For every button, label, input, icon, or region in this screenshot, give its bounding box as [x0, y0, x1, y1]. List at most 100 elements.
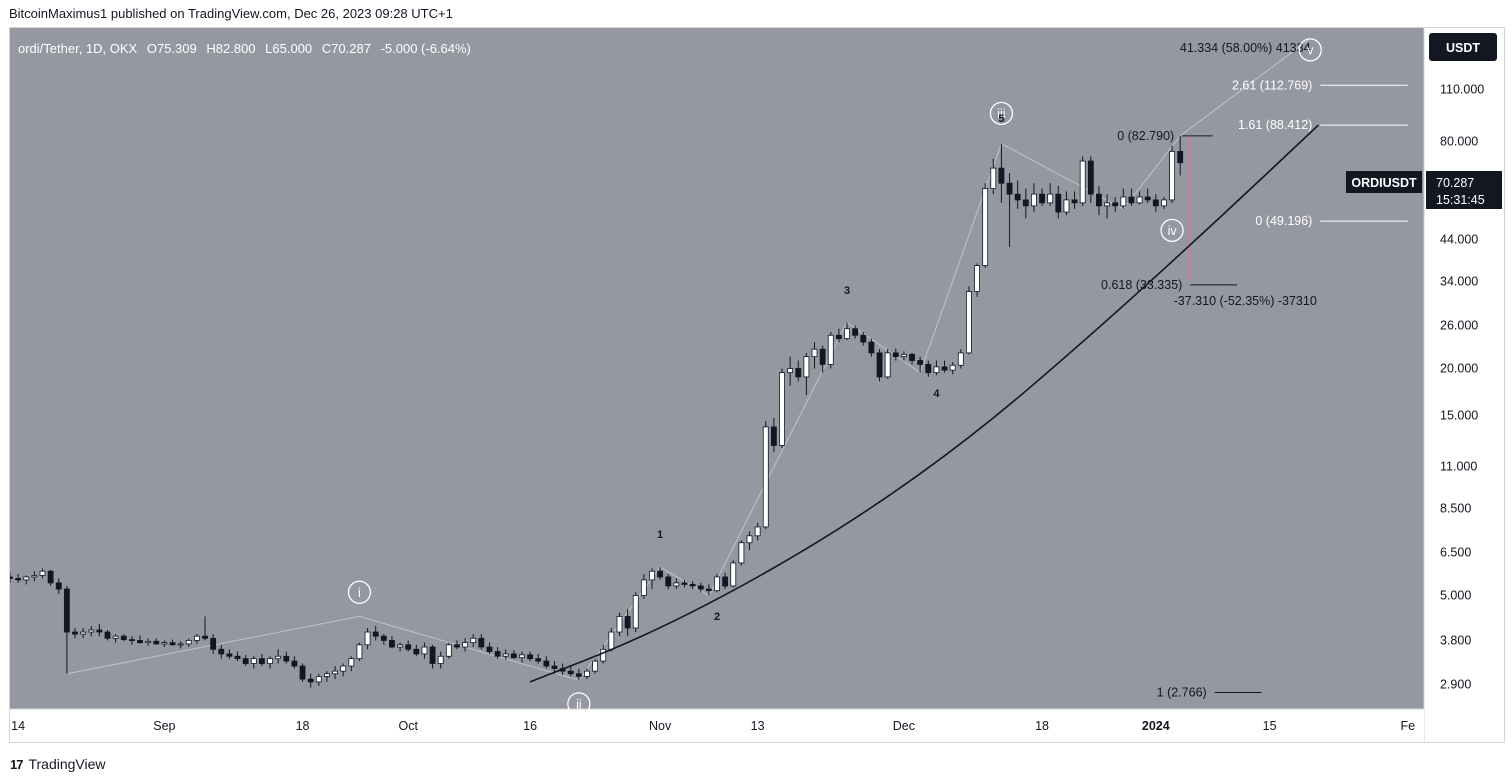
candle-body — [673, 582, 680, 587]
candle-body — [185, 640, 192, 645]
candle — [632, 592, 639, 633]
candle-body — [234, 655, 241, 660]
candle — [1161, 197, 1167, 209]
candle — [437, 651, 444, 669]
tradingview-logo-text: TradingView — [28, 756, 106, 772]
candle-body — [624, 616, 631, 629]
wave-degree-circle — [1160, 218, 1184, 242]
candle-body — [616, 616, 623, 633]
fib-level-label: 0.618 (33.335) — [1101, 278, 1182, 292]
candle-body — [88, 629, 95, 633]
fib-level-label: 0 (49.196) — [1255, 214, 1312, 228]
candle-body — [445, 644, 452, 657]
wave-count-label: 4 — [933, 388, 940, 400]
candle — [226, 649, 233, 659]
candle — [510, 650, 517, 659]
candle — [640, 574, 647, 599]
y-tick-label: 8.500 — [1440, 502, 1471, 516]
candle — [835, 328, 842, 343]
candle-body — [705, 588, 712, 592]
candle-body — [770, 426, 777, 446]
tradingview-logo[interactable]: 17 TradingView — [10, 756, 106, 772]
candle — [803, 352, 810, 396]
candle-body — [454, 644, 460, 648]
candle — [112, 634, 119, 643]
open-value: 75.309 — [157, 41, 197, 56]
candle — [844, 322, 850, 341]
chart-svg[interactable]: 2.61 (112.769) 1.61 (88.412) 0 (49.196) 0 (… — [10, 28, 1504, 742]
candle — [957, 349, 964, 369]
candle — [283, 651, 290, 664]
candle — [600, 644, 607, 664]
chart-pane[interactable] — [10, 28, 1424, 709]
candle — [1096, 185, 1102, 216]
candle — [941, 360, 948, 373]
candle-body — [372, 631, 379, 637]
candle — [1152, 194, 1159, 213]
open-label: O — [147, 41, 157, 56]
candle-body — [1071, 199, 1078, 204]
x-tick-label: 13 — [751, 719, 765, 733]
candle-body — [730, 562, 737, 587]
price-axis-panel[interactable] — [1424, 28, 1504, 742]
candle-body — [55, 582, 62, 590]
candle — [827, 331, 834, 369]
candle-body — [128, 639, 135, 641]
candle — [413, 644, 420, 657]
candle-body — [470, 637, 477, 644]
candle-body — [218, 648, 225, 655]
candle — [860, 331, 867, 346]
candle-body — [949, 364, 956, 371]
ohlc-legend[interactable]: ordi/Tether, 1D, OKX O75.309 H82.800 L65… — [18, 41, 471, 56]
candle — [332, 666, 338, 680]
candle-body — [112, 635, 119, 639]
wave-degree-label: iv — [1168, 224, 1178, 238]
wave-degree-label: iii — [997, 107, 1005, 121]
candle-body — [584, 670, 590, 677]
candle — [673, 578, 680, 590]
candle — [876, 349, 883, 382]
change-value: -5.000 (-6.64%) — [381, 41, 471, 56]
currency-badge[interactable] — [1429, 33, 1497, 61]
candle — [185, 638, 192, 648]
candle-body — [429, 646, 436, 664]
candle — [234, 651, 241, 662]
candle-body — [1063, 199, 1070, 213]
candle — [177, 641, 184, 649]
candle — [55, 578, 62, 594]
candle — [982, 183, 989, 268]
candle-body — [811, 348, 818, 358]
candle — [770, 417, 777, 453]
candle-body — [283, 655, 290, 662]
candle — [405, 640, 412, 652]
support-trendline — [529, 124, 1319, 683]
candle-body — [1079, 160, 1086, 204]
candle-body — [892, 352, 899, 358]
candle-body — [462, 642, 468, 648]
candle-body — [1161, 199, 1167, 207]
candle — [762, 421, 769, 530]
candle-body — [1031, 193, 1037, 207]
candle-body — [519, 654, 525, 659]
wave-count-label: 5 — [998, 113, 1004, 125]
time-axis-panel[interactable] — [10, 709, 1424, 742]
tradingview-logo-icon: 17 — [10, 756, 24, 772]
low-value: 65.000 — [272, 41, 312, 56]
candle-body — [510, 653, 517, 659]
wave-count-label: 2 — [714, 611, 720, 623]
candle — [722, 572, 729, 590]
candle — [1087, 156, 1094, 203]
candle-body — [527, 654, 534, 660]
candle-body — [567, 670, 574, 675]
y-tick-label: 15.000 — [1440, 409, 1478, 423]
candle — [454, 640, 460, 650]
candle — [210, 634, 217, 654]
candle — [754, 522, 761, 541]
candle — [1055, 185, 1062, 219]
candle — [738, 540, 745, 566]
y-tick-label: 2.900 — [1440, 678, 1471, 692]
candle — [202, 616, 208, 641]
candle-body — [900, 353, 907, 358]
candle — [128, 636, 135, 645]
candle — [348, 656, 355, 672]
